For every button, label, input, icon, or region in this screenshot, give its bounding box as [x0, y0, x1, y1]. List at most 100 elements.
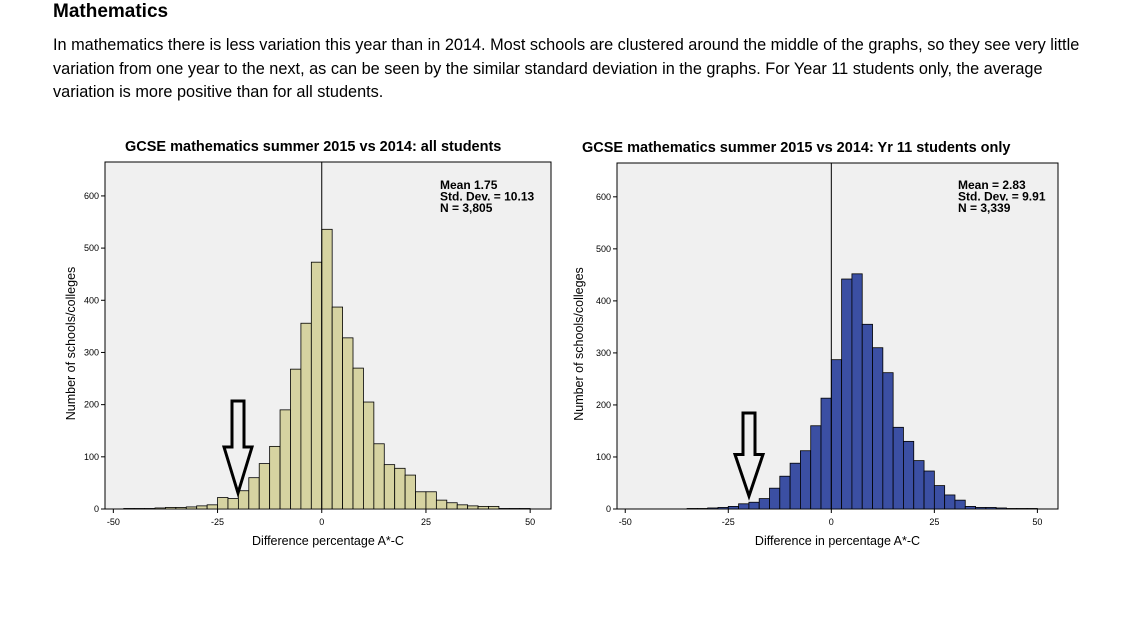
- histogram-bar: [227, 498, 239, 510]
- histogram-bar: [133, 508, 145, 510]
- histogram-bar: [717, 507, 729, 510]
- histogram-bar: [861, 323, 873, 510]
- histogram-bar: [342, 337, 354, 510]
- histogram-bar: [954, 499, 966, 510]
- x-axis-label: Difference in percentage A*-C: [755, 534, 920, 548]
- y-tick-label: 200: [84, 400, 99, 410]
- histogram-bar: [154, 507, 166, 510]
- histogram-bar: [290, 368, 302, 510]
- down-arrow-annotation: [732, 411, 766, 501]
- histogram-bar: [913, 460, 925, 510]
- histogram-bar: [903, 440, 915, 510]
- histogram-bar: [686, 508, 698, 510]
- histogram-bar: [363, 401, 375, 510]
- x-axis-label: Difference percentage A*-C: [252, 534, 404, 548]
- stats-mean: Mean 1.75: [440, 178, 498, 192]
- histogram-bar: [206, 504, 218, 510]
- histogram-bar: [810, 425, 822, 510]
- histogram-bar: [1026, 508, 1038, 510]
- histogram-bar: [820, 397, 832, 510]
- y-tick-label: 100: [84, 452, 99, 462]
- y-tick-label: 500: [596, 244, 611, 254]
- x-tick-label: 50: [525, 517, 535, 527]
- histogram-bar: [404, 474, 416, 510]
- stats-mean: Mean = 2.83: [958, 178, 1026, 192]
- histogram-bar: [944, 494, 956, 510]
- histogram-bar: [456, 504, 469, 510]
- histogram-bar: [446, 502, 458, 510]
- y-tick-label: 600: [596, 192, 611, 202]
- histogram-bar: [269, 445, 281, 510]
- histogram-bar: [830, 359, 843, 510]
- section-paragraph: In mathematics there is less variation t…: [53, 36, 1080, 101]
- stats-n: N = 3,339: [958, 201, 1011, 215]
- y-tick-label: 400: [596, 296, 611, 306]
- histogram-bar: [279, 409, 291, 510]
- histogram-bar: [175, 507, 187, 510]
- histogram-bar: [394, 467, 406, 510]
- histogram-bar: [1006, 508, 1018, 510]
- x-tick-label: -25: [722, 517, 735, 527]
- histogram-bar: [165, 507, 177, 510]
- y-tick-label: 600: [84, 191, 99, 201]
- histogram-bar: [477, 505, 489, 510]
- y-tick-label: 200: [596, 400, 611, 410]
- histogram-bar: [923, 470, 935, 510]
- x-tick-label: -50: [107, 517, 120, 527]
- x-tick-label: 25: [929, 517, 939, 527]
- histogram-bar: [373, 443, 385, 510]
- histogram-bar: [707, 507, 719, 510]
- histogram-bar: [435, 499, 448, 510]
- y-tick-label: 0: [606, 504, 611, 514]
- histogram-bar: [1016, 508, 1028, 510]
- x-tick-label: -25: [211, 517, 224, 527]
- y-tick-label: 100: [596, 452, 611, 462]
- histogram-bar: [321, 228, 333, 510]
- histogram-bar: [383, 464, 396, 510]
- histogram-bar: [964, 505, 976, 510]
- histogram-bar: [985, 507, 997, 510]
- histogram-bar: [415, 491, 427, 510]
- histogram-bar: [123, 508, 135, 510]
- histogram-bar: [237, 490, 250, 510]
- section-heading: Mathematics: [53, 1, 169, 22]
- histogram-bar: [331, 306, 343, 510]
- histogram-bar: [727, 505, 739, 510]
- histogram-bar: [696, 508, 709, 510]
- histogram-bar: [800, 450, 812, 510]
- histogram-bar: [882, 372, 894, 510]
- y-tick-label: 300: [596, 348, 611, 358]
- histogram-bar: [769, 487, 781, 510]
- down-arrow-annotation: [221, 399, 255, 499]
- histogram-bar: [310, 261, 323, 510]
- histogram-bar: [789, 462, 801, 510]
- x-tick-label: 25: [421, 517, 431, 527]
- histogram-bar: [975, 507, 987, 510]
- histogram-bar: [933, 485, 946, 510]
- stats-std-dev: Std. Dev. = 10.13: [440, 190, 534, 204]
- histogram-bar: [352, 367, 364, 510]
- histogram-bar: [758, 498, 770, 510]
- histogram-bar: [892, 426, 904, 510]
- histogram-bar: [217, 497, 229, 510]
- chart1-group: 0 100 200 300 400 500 600 -50 -25 0 25 50 Difference…: [64, 161, 552, 548]
- histogram-bar: [748, 501, 760, 510]
- y-tick-label: 400: [84, 295, 99, 305]
- histogram-bar: [185, 506, 198, 510]
- histogram-bar: [508, 508, 521, 510]
- x-tick-label: 0: [319, 517, 324, 527]
- stats-n: N = 3,805: [440, 201, 493, 215]
- chart-title-all-students: GCSE mathematics summer 2015 vs 2014: al…: [125, 139, 502, 155]
- y-axis-label: Number of schools/colleges: [64, 267, 78, 421]
- histogram-bar: [488, 505, 500, 510]
- histogram-bar: [196, 505, 208, 510]
- histogram-bar: [851, 273, 863, 510]
- histogram-bar: [144, 508, 156, 510]
- histogram-bar: [738, 503, 750, 510]
- histogram-bar: [300, 322, 312, 510]
- x-tick-label: 50: [1032, 517, 1042, 527]
- stats-std-dev: Std. Dev. = 9.91: [958, 190, 1046, 204]
- x-tick-label: 0: [829, 517, 834, 527]
- histogram-bar: [248, 477, 260, 510]
- histogram-bar: [995, 507, 1007, 510]
